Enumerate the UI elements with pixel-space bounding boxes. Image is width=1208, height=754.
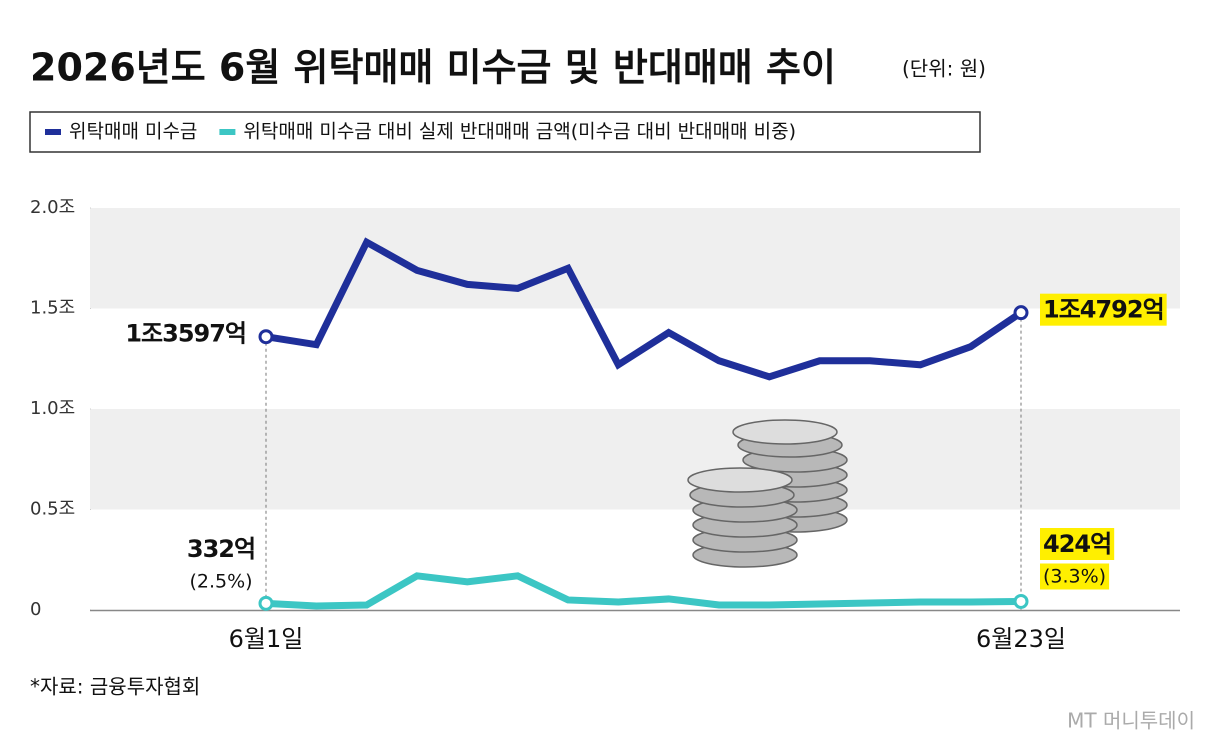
grid-band [90, 208, 1180, 309]
ratio-label: (2.5%) [189, 571, 252, 593]
highlight [1040, 528, 1115, 560]
highlight [1040, 293, 1167, 326]
end-point [1013, 305, 1029, 321]
coins [687, 419, 848, 568]
series-line [265, 237, 1023, 381]
source: *자료: 금융투자협회 [30, 675, 200, 699]
x-tick-label: 6월23일 [976, 625, 1066, 653]
end-point [1013, 593, 1029, 609]
end-point [258, 329, 274, 345]
y-tick-label: 2.0조 [30, 197, 75, 218]
y-tick-label: 0 [30, 599, 41, 620]
value-label: 332억 [187, 535, 255, 563]
y-tick-label: 1.0조 [30, 398, 75, 419]
legend-label: 위탁매매 미수금 [69, 121, 197, 143]
chart-title: 2026년도 6월 위탁매매 미수금 및 반대매매 추이 [30, 46, 836, 90]
y-tick-label: 1.5조 [30, 298, 75, 319]
series-line [265, 572, 1022, 610]
legend-label: 위탁매매 미수금 대비 실제 반대매매 금액(미수금 대비 반대매매 비중) [243, 121, 796, 143]
chart-subtitle: (단위: 원) [902, 57, 986, 81]
value-label: 1조3597억 [125, 320, 246, 348]
y-tick-label: 0.5조 [30, 499, 75, 520]
x-tick-label: 6월1일 [229, 625, 304, 653]
highlight [1040, 563, 1110, 590]
grid-band [90, 409, 1180, 510]
watermark: MT 머니투데이 [1067, 709, 1195, 733]
ratio-label: (3.3%) [1043, 566, 1106, 588]
legend-box [29, 111, 981, 153]
value-label: 424억 [1043, 530, 1111, 558]
end-point [258, 595, 274, 611]
value-label: 1조4792억 [1043, 296, 1164, 324]
